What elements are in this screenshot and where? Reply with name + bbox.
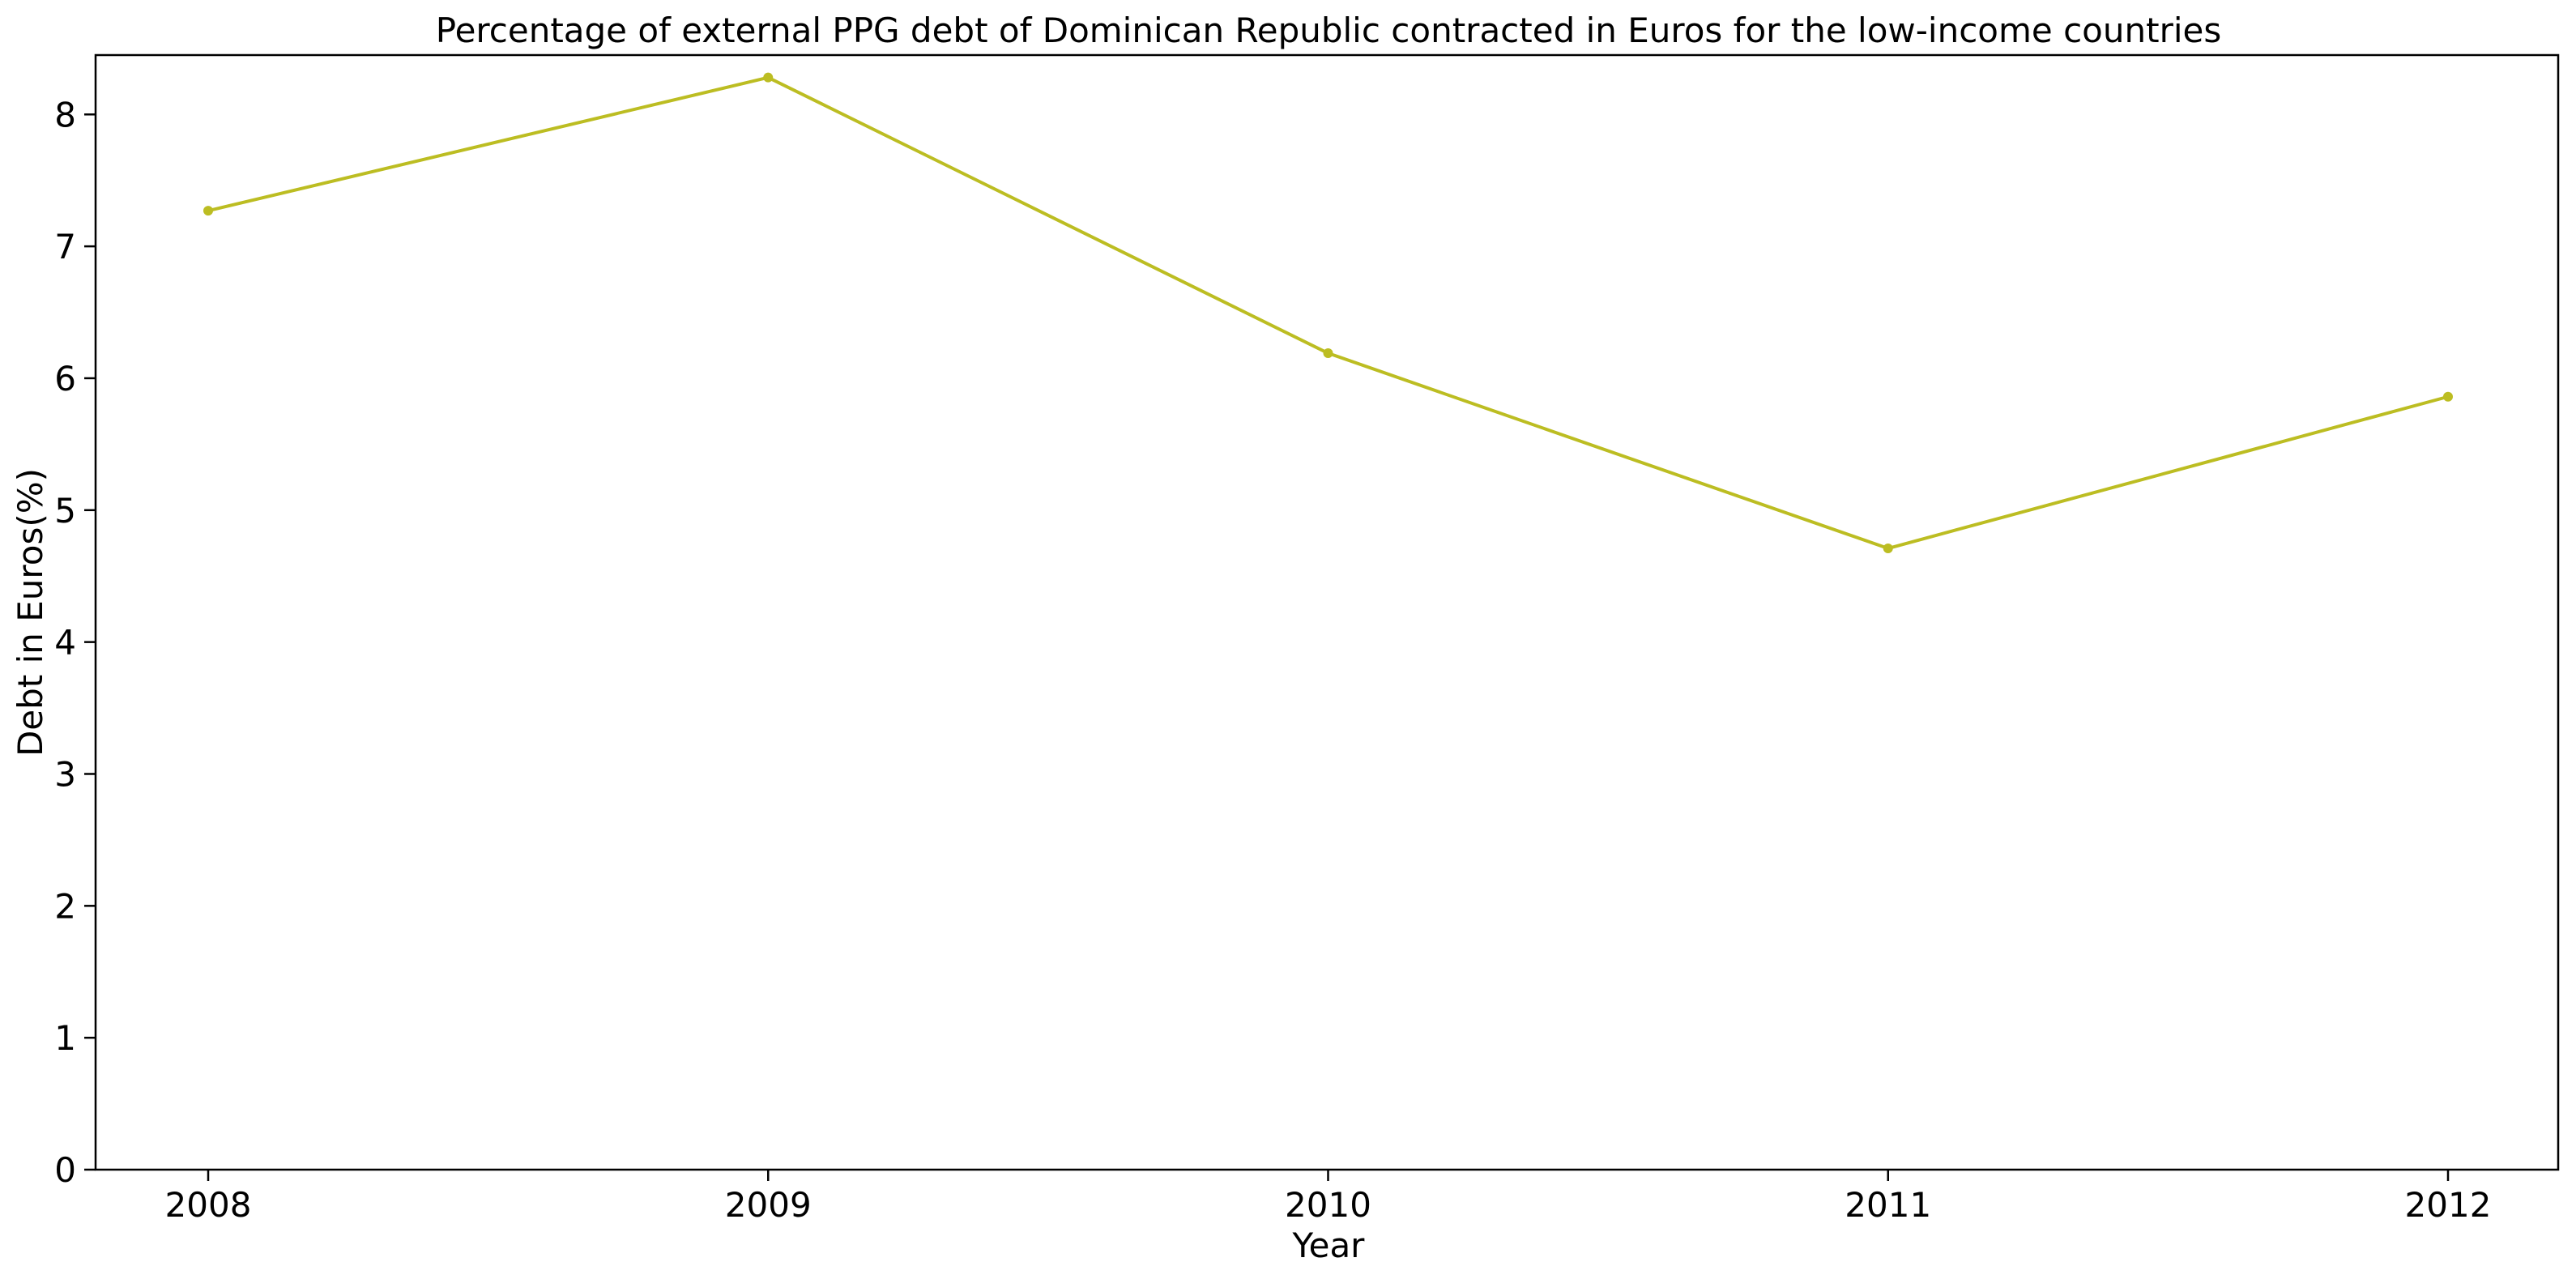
data-point — [763, 72, 774, 83]
y-tick-label: 2 — [54, 886, 76, 926]
data-point — [1883, 544, 1893, 554]
x-tick-label: 2009 — [725, 1185, 812, 1225]
y-tick-label: 3 — [54, 754, 76, 794]
y-tick-label: 8 — [54, 95, 76, 134]
plot-area-frame — [94, 53, 2560, 1171]
x-tick-label: 2012 — [2405, 1185, 2492, 1225]
series-layer — [203, 72, 2453, 554]
x-tick-label: 2008 — [165, 1185, 252, 1225]
data-point — [203, 206, 213, 216]
data-point — [1323, 348, 1333, 359]
chart-title: Percentage of external PPG debt of Domin… — [436, 11, 2222, 50]
x-tick-label: 2010 — [1285, 1185, 1371, 1225]
x-axis-label: Year — [1292, 1226, 1366, 1265]
y-axis-label: Debt in Euros(%) — [11, 468, 50, 757]
y-tick-label: 0 — [54, 1150, 76, 1190]
y-tick-label: 1 — [54, 1018, 76, 1058]
y-tick-label: 4 — [54, 623, 76, 663]
x-tick-label: 2011 — [1845, 1185, 1931, 1225]
data-point — [2443, 391, 2453, 402]
series-line — [207, 75, 2450, 551]
y-tick-label: 6 — [54, 359, 76, 399]
y-tick-label: 7 — [54, 227, 76, 266]
y-tick-label: 5 — [54, 491, 76, 531]
